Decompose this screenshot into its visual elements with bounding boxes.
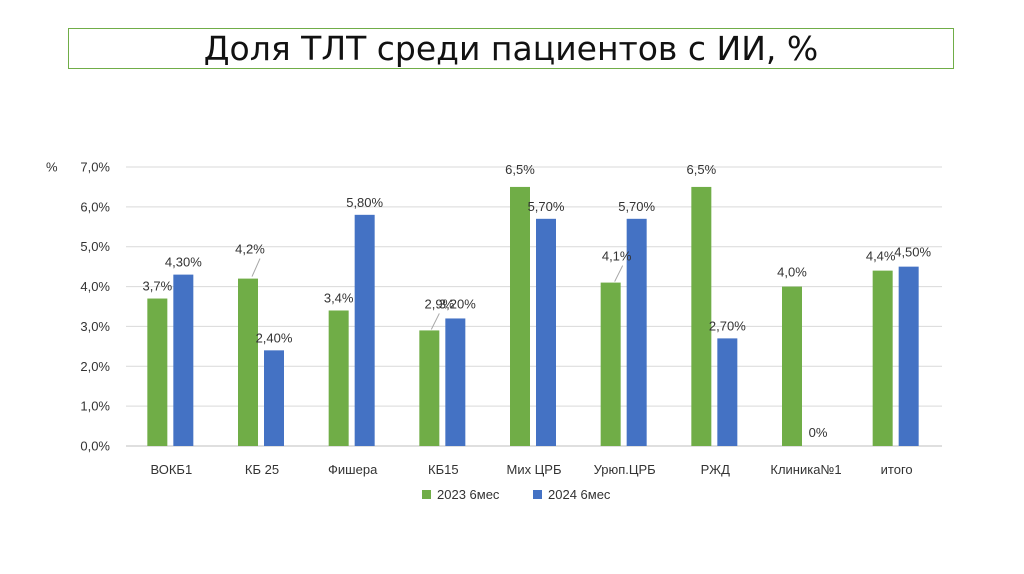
- data-label: 3,4%: [324, 290, 354, 305]
- chart-title: Доля ТЛТ среди пациентов с ИИ, %: [203, 29, 819, 68]
- y-tick-label: 2,0%: [80, 359, 110, 374]
- bar: [536, 218, 556, 446]
- y-tick-label: 3,0%: [80, 319, 110, 334]
- data-label: 4,0%: [777, 265, 807, 280]
- category-label: Клиника№1: [770, 462, 841, 477]
- data-label: 4,4%: [866, 249, 896, 264]
- data-label: 4,50%: [894, 245, 931, 260]
- bar: [419, 330, 440, 446]
- y-tick-label: 0,0%: [80, 439, 110, 454]
- data-label: 3,20%: [439, 296, 476, 311]
- legend: 2023 6мес 2024 6мес: [422, 487, 611, 502]
- gridlines: [126, 166, 942, 447]
- bar: [691, 186, 712, 446]
- data-label: 4,2%: [235, 242, 265, 257]
- data-label: 5,70%: [618, 199, 655, 214]
- category-label: Мих ЦРБ: [506, 462, 561, 477]
- category-label: итого: [881, 462, 913, 477]
- y-tick-label: 5,0%: [80, 239, 110, 254]
- data-label: 2,70%: [709, 318, 746, 333]
- leader-line: [430, 313, 440, 330]
- bar: [354, 214, 375, 446]
- category-label: КБ15: [428, 462, 459, 477]
- data-label: 5,70%: [528, 199, 565, 214]
- bar: [510, 186, 530, 446]
- legend-swatch: [422, 490, 431, 499]
- bar: [600, 282, 621, 446]
- category-label: Фишера: [328, 462, 378, 477]
- bar: [147, 298, 168, 446]
- data-label: 5,80%: [346, 195, 383, 210]
- title-box: Доля ТЛТ среди пациентов с ИИ, %: [68, 28, 954, 69]
- y-tick-label: 7,0%: [80, 160, 110, 175]
- category-label: ВОКБ1: [150, 462, 192, 477]
- data-label: 4,1%: [602, 249, 632, 264]
- bar: [173, 274, 194, 446]
- bar: [445, 318, 466, 446]
- bar: [717, 338, 738, 446]
- bar: [782, 286, 802, 446]
- bar: [328, 310, 349, 446]
- bar: [626, 218, 647, 446]
- y-tick-label: 4,0%: [80, 279, 110, 294]
- data-label: 3,7%: [143, 279, 173, 294]
- data-label: 6,5%: [687, 162, 717, 177]
- category-label: РЖД: [701, 462, 731, 477]
- data-label: 6,5%: [505, 162, 535, 177]
- category-label: КБ 25: [245, 462, 279, 477]
- y-tick-label: 6,0%: [80, 199, 110, 214]
- data-label: 2,40%: [256, 330, 293, 345]
- bar: [898, 266, 919, 446]
- bar: [264, 350, 284, 446]
- leader-line: [251, 258, 261, 277]
- y-tick-label: 1,0%: [80, 399, 110, 414]
- data-label: 2,9%: [425, 296, 455, 311]
- data-labels: 3,7% 4,30% 4,2% 2,40% 3,4% 5,80% 2,9%3,20% 6,5%…: [143, 162, 932, 440]
- legend-swatch: [533, 490, 542, 499]
- legend-label: 2024 6мес: [548, 487, 611, 502]
- data-label: 4,30%: [165, 255, 202, 270]
- y-axis-ticks: 0,0% 1,0% 2,0% 3,0% 4,0% 5,0% 6,0% 7,0%: [80, 160, 110, 454]
- bar: [872, 270, 893, 446]
- label-leader-lines: [251, 258, 624, 330]
- legend-label: 2023 6мес: [437, 487, 500, 502]
- leader-line: [614, 265, 624, 282]
- category-labels: ВОКБ1 КБ 25 Фишера КБ15 Мих ЦРБ Урюп.ЦРБ РЖД Кл…: [150, 462, 912, 477]
- bars: [147, 186, 919, 446]
- y-axis-label: %: [46, 160, 58, 175]
- bar: [238, 278, 258, 446]
- category-label: Урюп.ЦРБ: [594, 462, 656, 477]
- data-label: 0%: [809, 425, 828, 440]
